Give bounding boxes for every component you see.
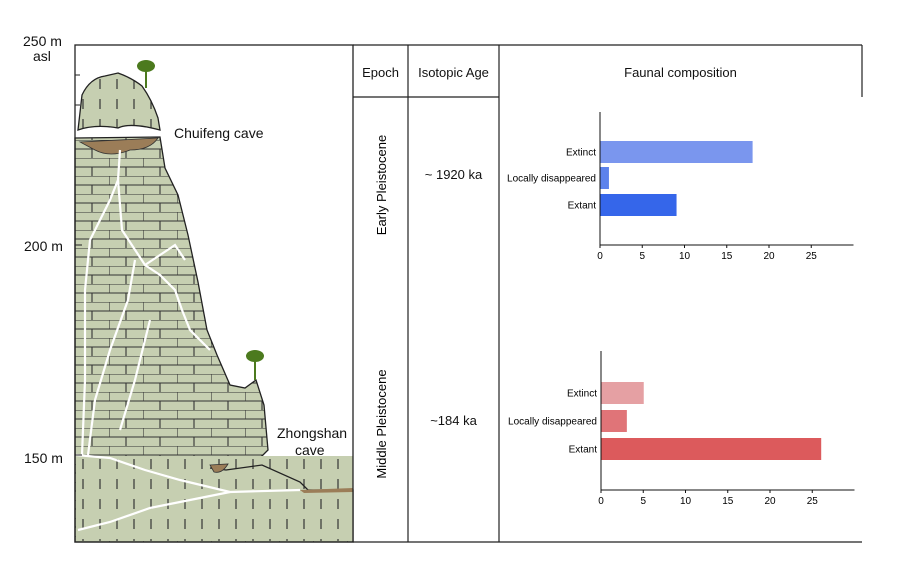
chart-1-tick-label: 0 <box>598 496 604 507</box>
chuifeng-sediment <box>78 137 159 155</box>
chart-0-tick-label: 10 <box>679 251 691 262</box>
elevation-top-label: 250 m <box>23 33 62 49</box>
header-epoch: Epoch <box>362 65 399 80</box>
chart-0-bar-1 <box>600 167 609 189</box>
cave-label-zhongshan-2: cave <box>295 442 325 458</box>
chart-0-category-label: Locally disappeared <box>507 174 596 185</box>
chart-0-bar-0 <box>600 141 753 163</box>
epoch-middle: Middle Pleistocene <box>374 369 389 478</box>
chart-0-bar-2 <box>600 194 677 216</box>
table-grid <box>353 44 863 543</box>
chart-1-tick-label: 15 <box>722 496 734 507</box>
elevation-tick-200: 200 m <box>24 238 63 254</box>
chart-0-tick-label: 20 <box>763 251 775 262</box>
palm-tree-icon <box>137 60 155 88</box>
cave-label-chuifeng: Chuifeng cave <box>174 125 264 141</box>
chart-1-category-label: Extinct <box>567 389 597 400</box>
elevation-unit: asl <box>33 48 51 64</box>
chart-0-tick-label: 0 <box>597 251 603 262</box>
age-middle: ~184 ka <box>430 413 477 428</box>
left-panel-frame <box>74 44 354 543</box>
chart-0-tick-label: 5 <box>639 251 645 262</box>
chart-1-tick-label: 10 <box>680 496 692 507</box>
age-early: ~ 1920 ka <box>424 167 483 182</box>
header-isotopic-age: Isotopic Age <box>418 65 489 80</box>
cave-label-zhongshan: Zhongshan <box>277 425 348 441</box>
chart-1-category-label: Locally disappeared <box>508 417 597 428</box>
chart-0-category-label: Extinct <box>566 148 596 159</box>
chart-1-category-label: Extant <box>569 445 598 456</box>
epoch-early: Early Pleistocene <box>374 135 389 235</box>
chart-0-tick-label: 25 <box>806 251 818 262</box>
header-faunal-composition: Faunal composition <box>624 65 737 80</box>
elevation-ticks <box>75 74 82 456</box>
chart-1-bar-2 <box>601 438 822 460</box>
chart-1-bar-0 <box>601 382 644 404</box>
chart-1-tick-label: 20 <box>764 496 776 507</box>
elevation-tick-150: 150 m <box>24 450 63 466</box>
chart-1-tick-label: 25 <box>807 496 819 507</box>
chart-1-bar-1 <box>601 410 627 432</box>
chart-0-category-label: Extant <box>568 201 597 212</box>
zhongshan-sediment <box>209 463 229 473</box>
fissures <box>75 149 301 532</box>
chart-0-tick-label: 15 <box>721 251 733 262</box>
chart-1-tick-label: 5 <box>640 496 646 507</box>
chuifeng-upper-block <box>77 72 161 131</box>
palm-tree-icon <box>246 350 264 380</box>
